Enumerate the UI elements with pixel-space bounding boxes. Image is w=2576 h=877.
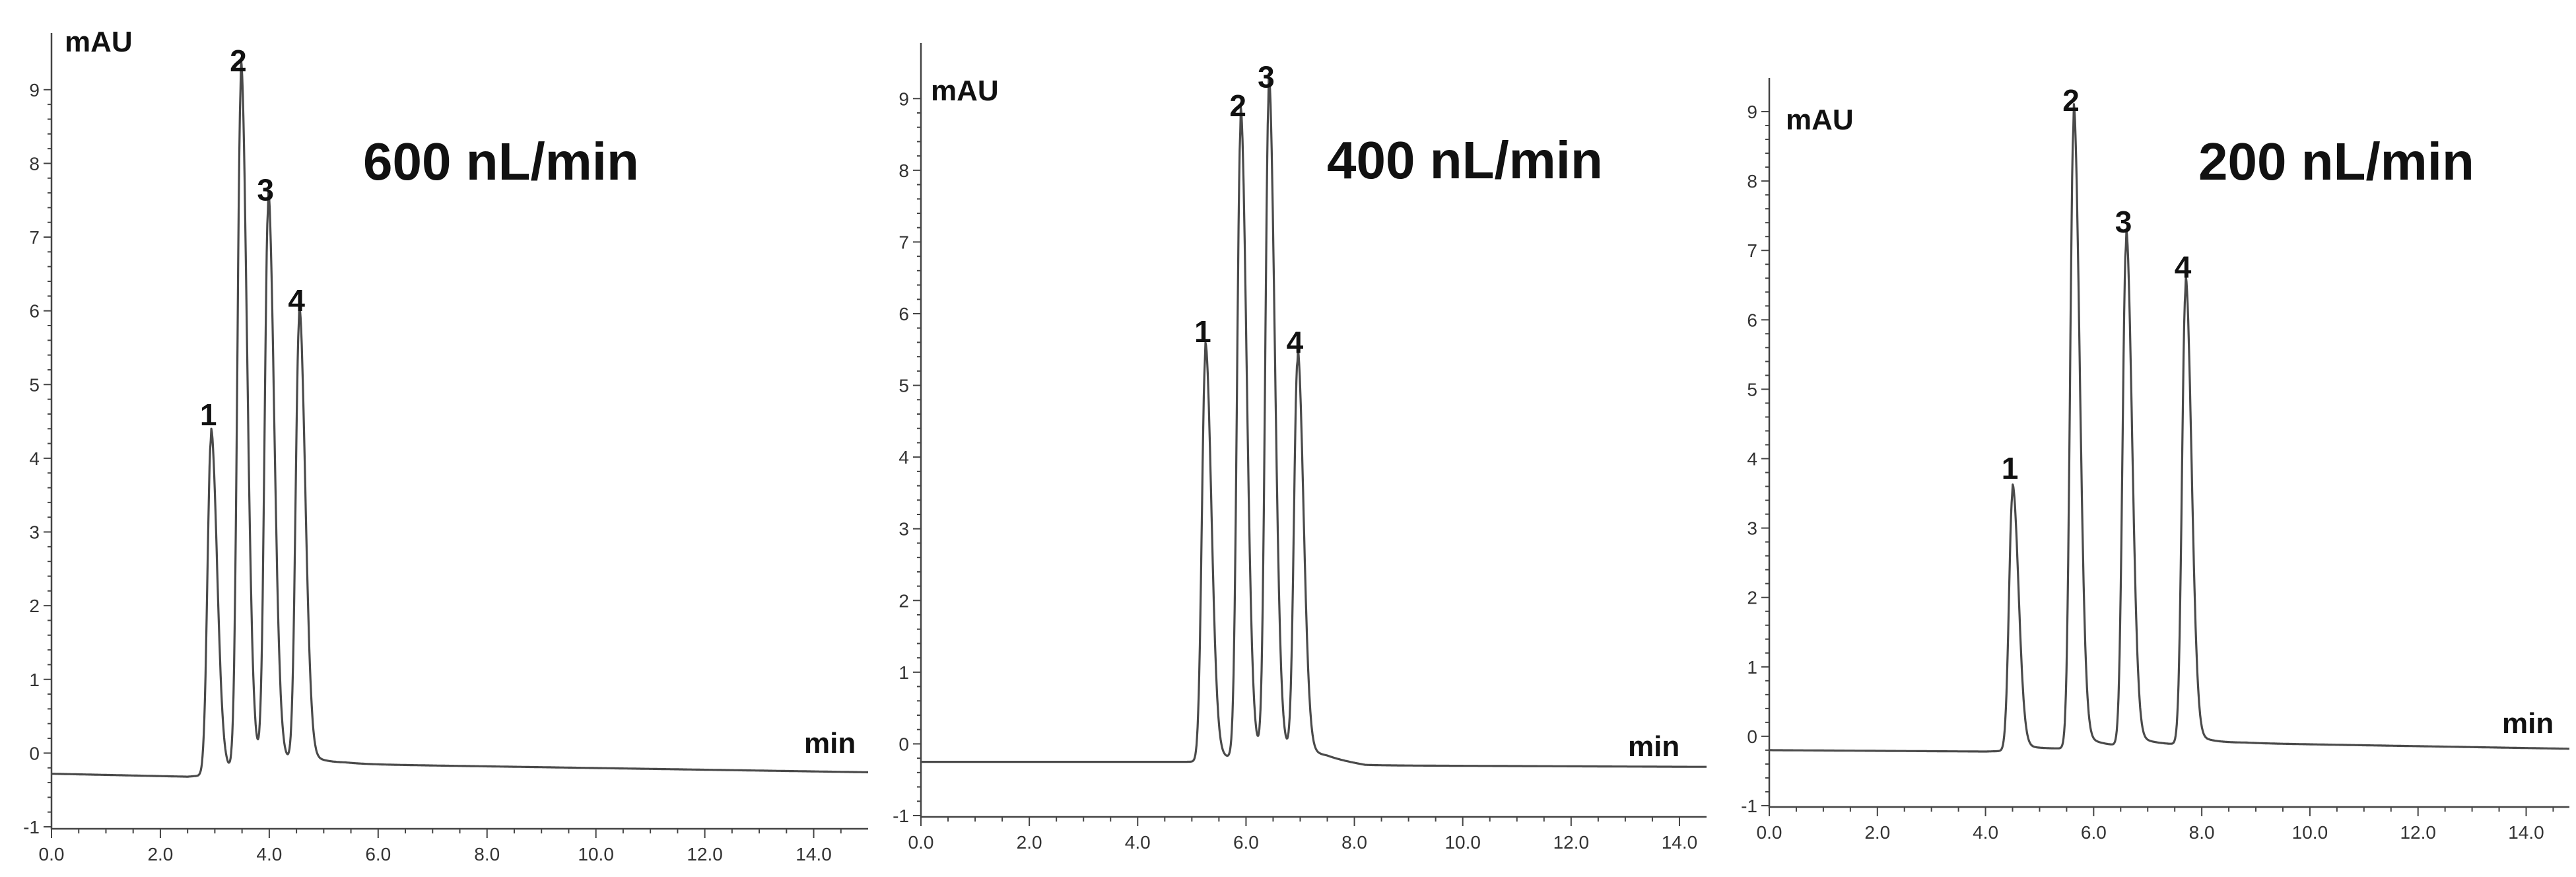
x-tick-label: 12.0 (1553, 832, 1590, 853)
x-axis-unit-label: min (804, 727, 856, 759)
x-tick-label: 4.0 (256, 844, 282, 864)
y-axis-unit-label: mAU (931, 75, 999, 107)
y-tick-label: 6 (29, 301, 40, 322)
y-tick-label: 7 (29, 227, 40, 248)
peak-label-2: 2 (1229, 88, 1246, 123)
chromatogram-trace (920, 73, 1707, 768)
peak-label-2: 2 (2062, 83, 2080, 118)
y-tick-label: 9 (29, 80, 40, 100)
x-tick-label: 10.0 (1444, 832, 1481, 853)
y-tick-label: 9 (898, 88, 909, 109)
y-tick-label: 6 (1747, 310, 1757, 330)
y-axis-unit-label: mAU (65, 26, 133, 58)
peak-label-4: 4 (1287, 325, 1304, 359)
peak-label-1: 1 (1194, 314, 1211, 349)
y-tick-label: -1 (893, 806, 909, 826)
flow-rate-title: 200 nL/min (2198, 132, 2474, 191)
y-tick-label: 5 (29, 374, 40, 395)
peak-label-4: 4 (2175, 250, 2192, 284)
chart-panel-1: -1 0 1 2 3 4 5 6 7 8 9 0.0 2.0 4.0 6.0 8.0 10.0 12.0 14.0 m… (23, 26, 869, 864)
y-tick-label: 7 (898, 232, 909, 252)
x-tick-label: 14.0 (1662, 832, 1698, 853)
x-tick-label: 0.0 (39, 844, 65, 864)
x-tick-label: 14.0 (2508, 822, 2544, 843)
y-tick-label: 5 (1747, 379, 1757, 400)
x-tick-label: 2.0 (147, 844, 173, 864)
peak-label-3: 3 (257, 173, 274, 207)
y-tick-label: 4 (29, 448, 40, 469)
y-tick-label: 7 (1747, 240, 1757, 261)
x-tick-label: 8.0 (474, 844, 500, 864)
x-tick-label: 6.0 (365, 844, 391, 864)
x-axis-unit-label: min (1628, 730, 1679, 763)
y-tick-label: -1 (1741, 796, 1757, 816)
x-tick-label: 10.0 (578, 844, 614, 864)
y-tick-label: 1 (29, 670, 40, 690)
y-tick-label: 8 (898, 160, 909, 181)
y-tick-label: 1 (1747, 657, 1757, 678)
x-tick-label: 2.0 (1864, 822, 1890, 843)
x-tick-label: 6.0 (2081, 822, 2107, 843)
chromatogram-trace (51, 58, 869, 778)
x-tick-label: 12.0 (687, 844, 723, 864)
x-axis-unit-label: min (2502, 707, 2554, 740)
peak-label-3: 3 (1258, 60, 1275, 94)
x-tick-label: 12.0 (2400, 822, 2436, 843)
y-tick-label: 2 (898, 590, 909, 611)
x-tick-label: 10.0 (2292, 822, 2328, 843)
chart-panel-3: -1 0 1 2 3 4 5 6 7 8 9 0.0 2.0 4.0 6.0 8.0 10.0 12.0 14.0 m… (1741, 78, 2570, 843)
y-tick-label: 1 (898, 662, 909, 683)
y-tick-label: 0 (898, 734, 909, 754)
y-tick-label: -1 (23, 817, 40, 837)
x-tick-label: 4.0 (1973, 822, 1998, 843)
x-tick-label: 6.0 (1233, 832, 1259, 853)
y-tick-label: 4 (898, 447, 909, 468)
y-tick-label: 0 (29, 743, 40, 763)
y-tick-label: 4 (1747, 449, 1757, 470)
y-tick-label: 8 (29, 153, 40, 174)
y-tick-label: 3 (898, 519, 909, 540)
flow-rate-title: 600 nL/min (363, 132, 639, 191)
y-tick-label: 9 (1747, 102, 1757, 122)
y-axis-unit-label: mAU (1786, 104, 1854, 136)
y-tick-label: 2 (1747, 588, 1757, 608)
y-tick-label: 3 (29, 522, 40, 543)
peak-label-4: 4 (288, 283, 305, 318)
x-tick-label: 2.0 (1017, 832, 1042, 853)
y-tick-label: 0 (1747, 726, 1757, 747)
x-tick-label: 0.0 (1757, 822, 1782, 843)
x-tick-label: 14.0 (796, 844, 832, 864)
y-tick-label: 8 (1747, 171, 1757, 192)
peak-label-3: 3 (2115, 205, 2132, 239)
y-tick-label: 3 (1747, 518, 1757, 539)
y-tick-label: 6 (898, 304, 909, 324)
x-tick-label: 0.0 (908, 832, 934, 853)
peak-label-1: 1 (2002, 451, 2019, 485)
peak-label-1: 1 (200, 398, 217, 432)
y-tick-label: 2 (29, 596, 40, 616)
flow-rate-title: 400 nL/min (1327, 131, 1603, 190)
x-tick-label: 8.0 (2189, 822, 2215, 843)
x-tick-label: 8.0 (1341, 832, 1367, 853)
x-tick-label: 4.0 (1125, 832, 1151, 853)
peak-label-2: 2 (230, 44, 247, 78)
chromatogram-trace (1769, 103, 2570, 753)
y-tick-label: 5 (898, 376, 909, 396)
